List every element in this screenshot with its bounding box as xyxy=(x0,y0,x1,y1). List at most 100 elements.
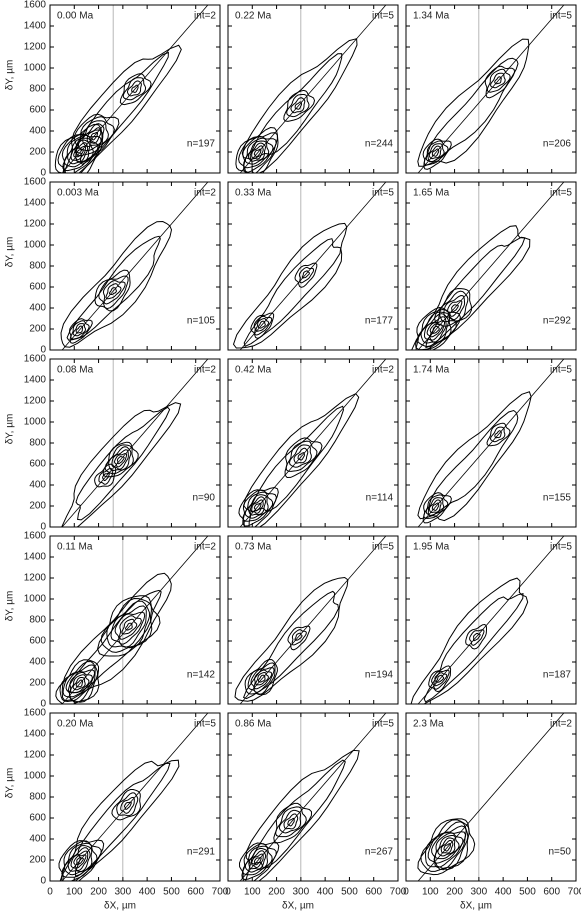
contour-line xyxy=(422,492,452,524)
panel-n: n=105 xyxy=(187,316,216,327)
contour-line xyxy=(429,323,443,338)
contour-line xyxy=(102,441,139,478)
panel: 0 100 200 300 400 500 600 700 2.3 Ma int=2 n=50 δX,… xyxy=(403,712,581,912)
y-axis-label: δY, µm xyxy=(5,768,16,799)
x-tick-label: 300 xyxy=(471,887,488,898)
contour-line xyxy=(122,77,147,101)
y-tick-label: 1200 xyxy=(24,750,47,761)
panel-n: n=194 xyxy=(365,670,394,681)
panel: 1.65 Ma int=5 n=292 xyxy=(405,181,577,351)
contour-line xyxy=(294,632,303,641)
contour-line xyxy=(287,817,295,827)
contour-line xyxy=(251,853,264,869)
contour-line xyxy=(257,674,266,683)
contour-line xyxy=(431,669,450,690)
contour-line xyxy=(63,845,93,876)
fit-line xyxy=(61,713,209,881)
contour-line xyxy=(113,453,128,468)
contour-line xyxy=(427,825,467,871)
y-tick-label: 400 xyxy=(29,480,46,491)
x-tick-label: 500 xyxy=(519,887,536,898)
contour-line xyxy=(426,320,445,341)
contour-line xyxy=(60,220,173,348)
contour-line xyxy=(90,131,98,141)
contour-line xyxy=(255,671,269,686)
x-axis-label: δX, µm xyxy=(104,901,136,912)
panel-annotation: int=5 xyxy=(550,11,572,22)
panel-n: n=177 xyxy=(365,316,394,327)
contour-line xyxy=(248,496,267,516)
contour-line xyxy=(423,592,524,703)
panel-annotation: int=5 xyxy=(372,542,394,553)
y-tick-label: 0 xyxy=(40,522,46,533)
contour-line xyxy=(235,126,279,173)
contour-line xyxy=(123,801,132,810)
contour-line xyxy=(108,446,132,472)
panel: 0 100 200 300 400 500 600 700020040060080010001… xyxy=(5,708,229,912)
y-tick-label: 200 xyxy=(29,147,46,158)
contour-line xyxy=(465,623,487,650)
plot-area xyxy=(60,182,209,350)
contour-line xyxy=(285,440,318,472)
x-tick-label: 700 xyxy=(212,887,229,898)
x-tick-label: 600 xyxy=(365,887,382,898)
plot-area xyxy=(55,536,209,704)
contour-line xyxy=(251,145,264,160)
contour-line xyxy=(494,76,502,85)
contour-line xyxy=(273,802,313,844)
y-tick-label: 1000 xyxy=(24,240,47,251)
panel-annotation: int=2 xyxy=(194,365,216,376)
panel-annotation: int=5 xyxy=(550,188,572,199)
y-tick-label: 600 xyxy=(29,636,46,647)
y-tick-label: 1000 xyxy=(24,771,47,782)
contour-line xyxy=(294,101,302,110)
contour-line xyxy=(102,279,126,305)
contour-line xyxy=(427,409,519,517)
contour-line xyxy=(417,818,476,876)
contour-line xyxy=(283,813,299,830)
contour-line xyxy=(244,848,269,873)
contour-line xyxy=(437,837,456,857)
contour-line xyxy=(249,405,345,513)
contour-line xyxy=(242,590,340,700)
y-axis-label: δY, µm xyxy=(5,414,16,445)
contour-line xyxy=(489,426,506,443)
x-axis-label: δX, µm xyxy=(460,901,492,912)
x-tick-label: 500 xyxy=(163,887,180,898)
y-tick-label: 1000 xyxy=(24,63,47,74)
contour-line xyxy=(116,455,125,465)
contour-line xyxy=(416,311,452,348)
panel-n: n=291 xyxy=(187,847,216,858)
y-tick-label: 200 xyxy=(29,855,46,866)
contour-line xyxy=(66,235,161,341)
panel: 0.33 Ma int=5 n=177 xyxy=(227,181,399,351)
y-tick-label: 1600 xyxy=(24,0,47,11)
panel-n: n=187 xyxy=(543,670,572,681)
y-tick-label: 1200 xyxy=(24,219,47,230)
contour-line xyxy=(411,225,531,350)
contour-line xyxy=(420,819,470,872)
plot-area xyxy=(238,713,387,881)
contour-line xyxy=(244,494,269,519)
contour-line xyxy=(423,316,447,343)
contour-line xyxy=(238,486,279,527)
contour-line xyxy=(423,494,449,519)
plot-area xyxy=(61,359,209,527)
panel-title: 0.73 Ma xyxy=(235,542,272,553)
fit-line xyxy=(239,359,387,527)
y-axis-label: δY, µm xyxy=(5,60,16,91)
panel-title: 0.003 Ma xyxy=(57,188,99,199)
panel-frame xyxy=(405,4,577,174)
contour-line xyxy=(244,658,278,696)
contour-line xyxy=(98,467,113,485)
x-tick-label: 400 xyxy=(139,887,156,898)
contour-line xyxy=(287,625,311,651)
contour-line xyxy=(301,270,310,279)
y-tick-label: 600 xyxy=(29,459,46,470)
contour-line xyxy=(283,89,316,122)
contour-line xyxy=(119,615,142,640)
panel-annotation: int=2 xyxy=(194,542,216,553)
panel: 0 200 400 600 800 1000 1200 1400 1600 0.00 Ma int=… xyxy=(5,0,221,179)
contour-line xyxy=(250,759,346,869)
x-tick-label: 100 xyxy=(66,887,83,898)
